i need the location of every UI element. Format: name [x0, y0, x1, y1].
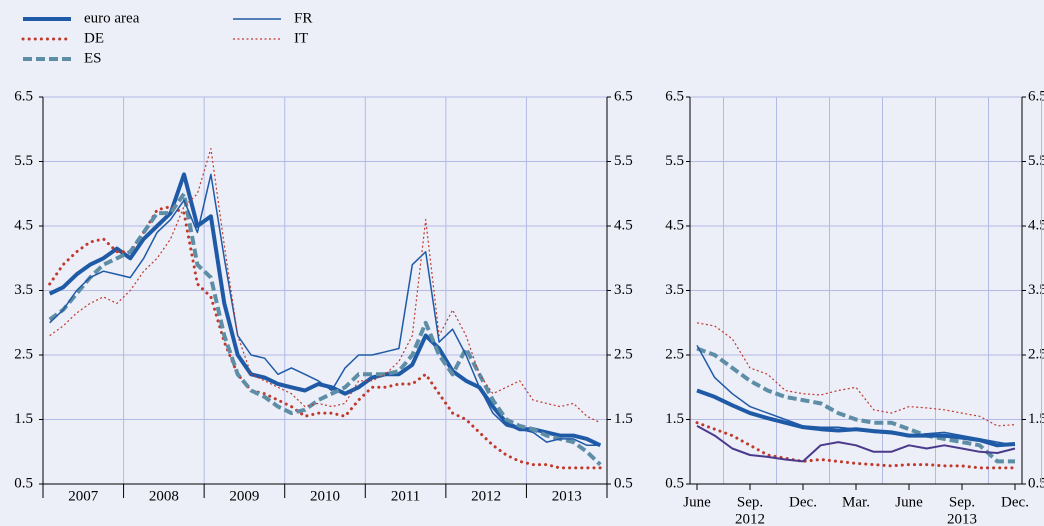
- legend-label: DE: [84, 30, 104, 46]
- y-tick-label: 4.5: [614, 217, 633, 233]
- y-tick-label: 3.5: [665, 282, 684, 298]
- x-tick-label: Mar.: [842, 494, 870, 510]
- y-tick-label: 5.5: [14, 153, 33, 169]
- y-tick-label: 0.5: [14, 475, 33, 491]
- series-line: [48, 191, 602, 467]
- y-tick-label: 1.5: [665, 411, 684, 427]
- x-tick-label: June: [683, 494, 711, 510]
- x-year-label: 2012: [735, 511, 765, 526]
- x-tick-label: 2009: [229, 488, 259, 504]
- legend-label: FR: [294, 10, 312, 26]
- y-tick-label: 0.5: [665, 475, 684, 491]
- y-tick-label: 2.5: [614, 346, 633, 362]
- x-tick-label: 2010: [310, 488, 340, 504]
- y-tick-label: 5.5: [665, 153, 684, 169]
- y-tick-label: 2.5: [14, 346, 33, 362]
- y-tick-label: 6.5: [1028, 88, 1044, 104]
- x-tick-label: 2008: [149, 488, 179, 504]
- y-tick-label: 2.5: [1028, 346, 1044, 362]
- y-tick-label: 2.5: [665, 346, 684, 362]
- x-tick-label: 2011: [391, 488, 420, 504]
- y-tick-label: 1.5: [614, 411, 633, 427]
- y-tick-label: 1.5: [1028, 411, 1044, 427]
- y-tick-label: 3.5: [614, 282, 633, 298]
- x-year-label: 2013: [947, 511, 977, 526]
- series-line: [696, 425, 1016, 463]
- y-tick-label: 6.5: [665, 88, 684, 104]
- y-tick-label: 1.5: [14, 411, 33, 427]
- y-tick-label: 4.5: [1028, 217, 1044, 233]
- y-tick-label: 5.5: [614, 153, 633, 169]
- series-line: [48, 172, 602, 448]
- y-tick-label: 4.5: [14, 217, 33, 233]
- y-tick-label: 5.5: [1028, 153, 1044, 169]
- y-tick-label: 0.5: [614, 475, 633, 491]
- legend-label: euro area: [84, 10, 140, 26]
- series-line: [696, 322, 1016, 427]
- x-tick-label: 2013: [552, 488, 582, 504]
- x-tick-label: Sep.: [949, 494, 975, 510]
- x-tick-label: 2012: [471, 488, 501, 504]
- x-tick-label: June: [895, 494, 923, 510]
- x-tick-label: Dec.: [1001, 494, 1029, 510]
- y-tick-label: 6.5: [614, 88, 633, 104]
- legend-label: IT: [294, 30, 308, 46]
- y-tick-label: 0.5: [1028, 475, 1044, 491]
- y-tick-label: 3.5: [14, 282, 33, 298]
- series-line: [695, 421, 1017, 470]
- x-tick-label: Sep.: [737, 494, 763, 510]
- x-tick-label: 2007: [68, 488, 99, 504]
- series-line: [48, 205, 602, 470]
- x-tick-label: Dec.: [789, 494, 817, 510]
- series-line: [696, 346, 1015, 464]
- y-tick-label: 4.5: [665, 217, 684, 233]
- series-line: [49, 148, 601, 424]
- legend-label: ES: [84, 50, 102, 66]
- y-tick-label: 3.5: [1028, 282, 1044, 298]
- series-line: [696, 388, 1016, 448]
- series-line: [49, 173, 601, 447]
- y-tick-label: 6.5: [14, 88, 33, 104]
